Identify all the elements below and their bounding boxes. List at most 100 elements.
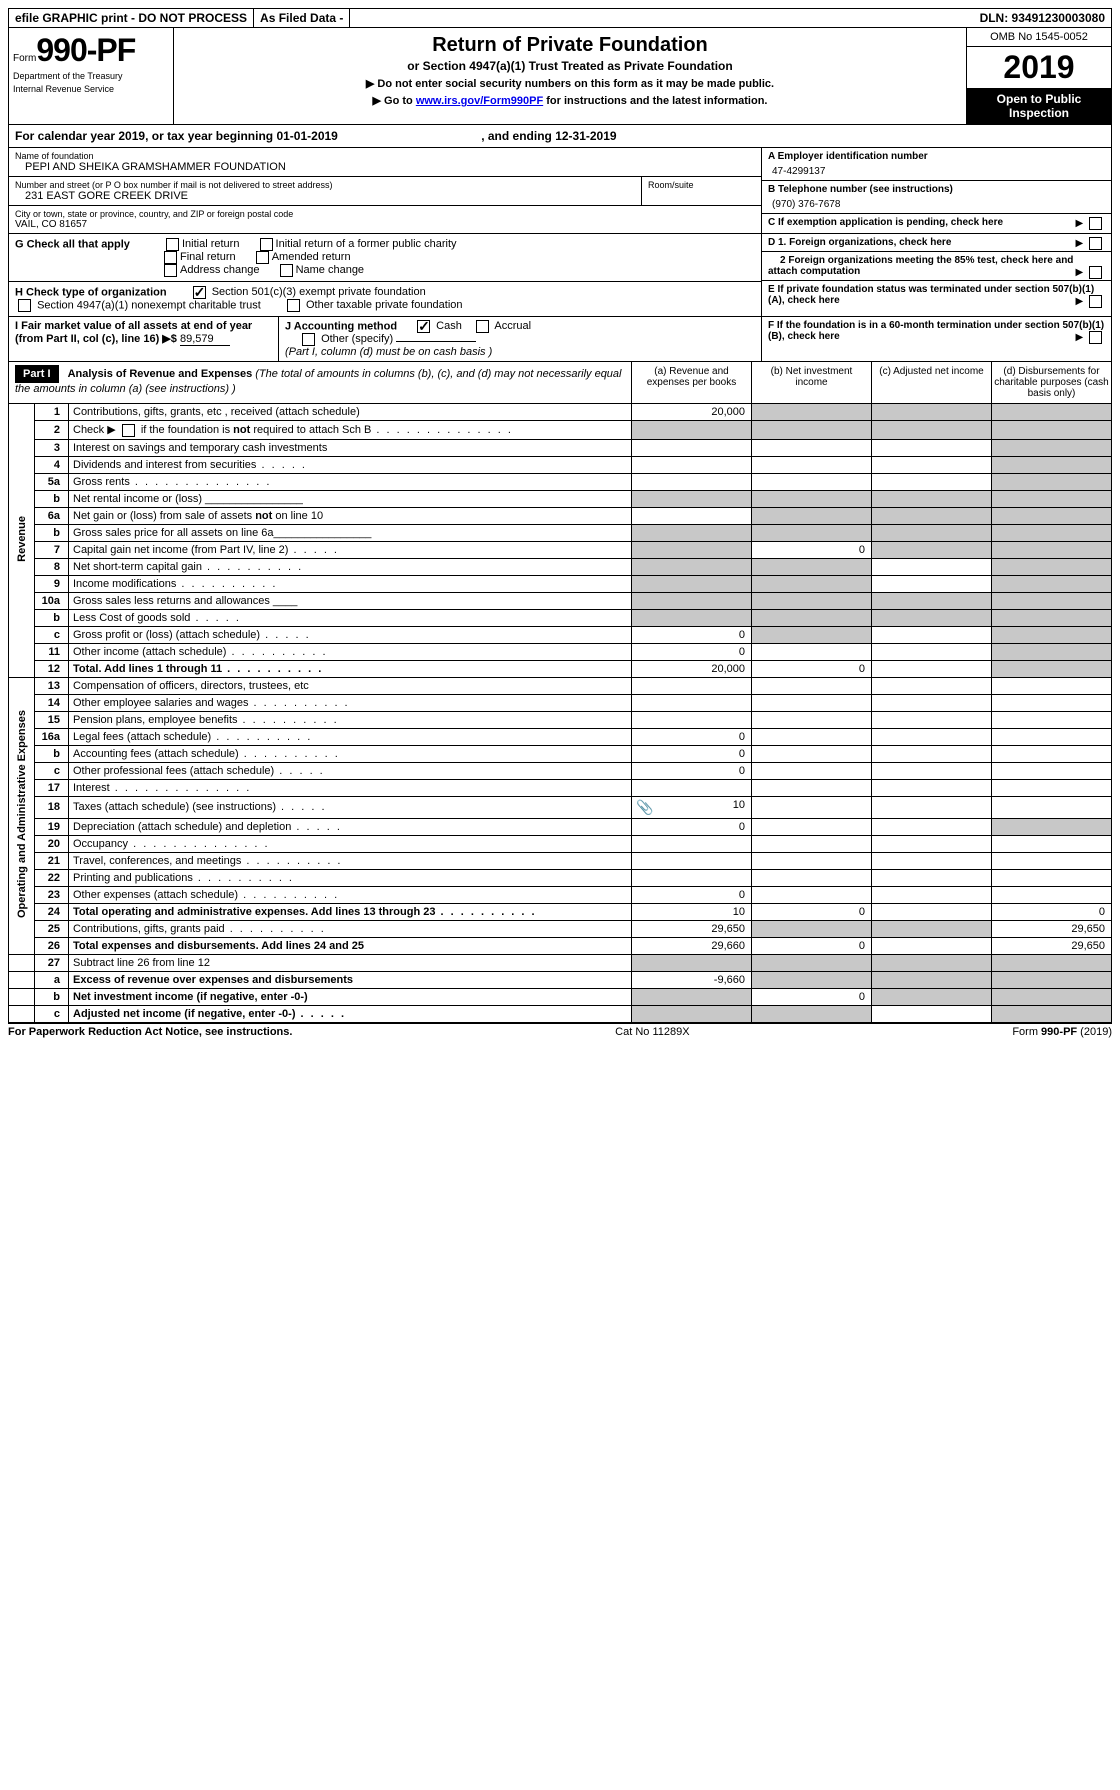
accrual-checkbox[interactable] [476,320,489,333]
value-cell [872,920,992,937]
value-cell [992,852,1112,869]
part1-label: Part I [15,365,59,383]
efile-notice: efile GRAPHIC print - DO NOT PROCESS [9,9,254,27]
table-row: 17Interest [9,779,1112,796]
tax-year: 2019 [967,47,1111,88]
line-number: 4 [35,456,69,473]
value-cell [752,575,872,592]
value-cell [992,988,1112,1005]
line-number: 13 [35,678,69,695]
line-number: 24 [35,903,69,920]
value-cell [872,728,992,745]
line-number: 15 [35,711,69,728]
line-number: 14 [35,694,69,711]
value-cell [752,745,872,762]
line-number: b [35,524,69,541]
line-number: b [35,745,69,762]
line-description: Interest [69,779,632,796]
value-cell: 20,000 [632,404,752,421]
value-cell [992,643,1112,660]
final-return-checkbox[interactable] [164,251,177,264]
value-cell [872,988,992,1005]
value-cell [992,835,1112,852]
col-a-header: (a) Revenue and expenses per books [631,362,751,403]
e-cell: E If private foundation status was termi… [762,281,1111,309]
phone-cell: B Telephone number (see instructions) (9… [762,181,1111,214]
ein-cell: A Employer identification number 47-4299… [762,148,1111,181]
table-row: 3Interest on savings and temporary cash … [9,439,1112,456]
value-cell [872,971,992,988]
address-change-checkbox[interactable] [164,264,177,277]
irs-link[interactable]: www.irs.gov/Form990PF [416,95,543,107]
line-number: 23 [35,886,69,903]
other-method-checkbox[interactable] [302,333,315,346]
value-cell [752,796,872,818]
value-cell [752,779,872,796]
line-number: 9 [35,575,69,592]
header-left: Form990-PF Department of the Treasury In… [9,28,174,124]
line-description: Travel, conferences, and meetings [69,852,632,869]
line-description: Net short-term capital gain [69,558,632,575]
501c3-checkbox[interactable] [193,286,206,299]
value-cell [992,626,1112,643]
as-filed-label: As Filed Data - [254,9,350,27]
name-change-checkbox[interactable] [280,264,293,277]
form-number: 990-PF [36,32,135,68]
form-ref: Form 990-PF (2019) [1012,1026,1112,1038]
initial-former-checkbox[interactable] [260,238,273,251]
line-number: 19 [35,818,69,835]
value-cell [992,404,1112,421]
table-row: aExcess of revenue over expenses and dis… [9,971,1112,988]
value-cell: 29,660 [632,937,752,954]
line-description: Depreciation (attach schedule) and deple… [69,818,632,835]
value-cell: 0 [752,988,872,1005]
line-description: Other professional fees (attach schedule… [69,762,632,779]
value-cell [872,473,992,490]
initial-return-checkbox[interactable] [166,238,179,251]
line-description: Compensation of officers, directors, tru… [69,678,632,695]
line-description: Total operating and administrative expen… [69,903,632,920]
table-row: 21Travel, conferences, and meetings [9,852,1112,869]
value-cell [872,541,992,558]
value-cell [872,937,992,954]
line-description: Dividends and interest from securities [69,456,632,473]
other-taxable-checkbox[interactable] [287,299,300,312]
table-row: 12Total. Add lines 1 through 1120,0000 [9,660,1112,677]
table-row: bLess Cost of goods sold [9,609,1112,626]
value-cell [872,779,992,796]
value-cell [872,818,992,835]
d1-checkbox[interactable] [1089,237,1102,250]
line-number: a [35,971,69,988]
value-cell: 0 [632,643,752,660]
h-check-row: H Check type of organization Section 501… [9,282,761,316]
value-cell [872,575,992,592]
line-description: Gross sales price for all assets on line… [69,524,632,541]
value-cell [632,421,752,440]
value-cell [872,835,992,852]
value-cell [992,575,1112,592]
value-cell [992,796,1112,818]
value-cell: 29,650 [992,920,1112,937]
exemption-checkbox[interactable] [1089,217,1102,230]
line-number: 18 [35,796,69,818]
e-checkbox[interactable] [1089,295,1102,308]
line-description: Accounting fees (attach schedule) [69,745,632,762]
f-checkbox[interactable] [1089,331,1102,344]
value-cell [632,439,752,456]
part1-header-row: Part I Analysis of Revenue and Expenses … [8,362,1112,404]
value-cell [992,507,1112,524]
value-cell [632,456,752,473]
value-cell [632,473,752,490]
table-row: cOther professional fees (attach schedul… [9,762,1112,779]
table-row: cAdjusted net income (if negative, enter… [9,1005,1112,1022]
amended-return-checkbox[interactable] [256,251,269,264]
4947a1-checkbox[interactable] [18,299,31,312]
value-cell [872,609,992,626]
d2-checkbox[interactable] [1089,266,1102,279]
line-number: 3 [35,439,69,456]
value-cell [632,592,752,609]
value-cell [992,886,1112,903]
exemption-pending-cell: C If exemption application is pending, c… [762,214,1111,231]
cash-checkbox[interactable] [417,320,430,333]
d2-cell: 2 Foreign organizations meeting the 85% … [762,252,1111,281]
